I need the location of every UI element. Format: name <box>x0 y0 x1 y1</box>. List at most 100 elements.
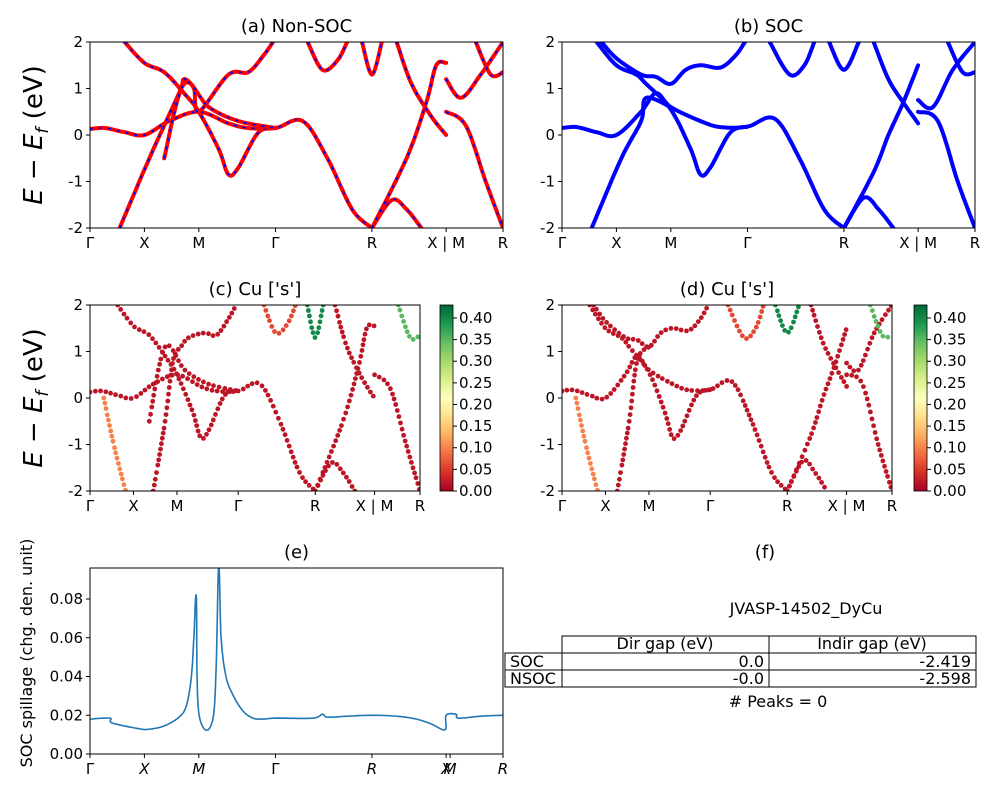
band-point <box>871 423 876 429</box>
band-point <box>404 329 410 335</box>
band-point <box>214 388 220 394</box>
band-point <box>254 380 260 386</box>
band-point <box>885 334 891 340</box>
series-line <box>841 63 921 228</box>
band-point <box>158 446 163 452</box>
band-point <box>339 329 345 335</box>
y-tick-label: 1 <box>545 343 555 361</box>
band-point <box>159 441 164 447</box>
band-point <box>401 319 406 324</box>
x-tick-label: Γ <box>271 760 280 778</box>
band-point <box>221 323 227 329</box>
y-tick-label: 0.04 <box>50 668 83 686</box>
band-point <box>602 325 608 331</box>
band-point <box>630 391 635 397</box>
band-point <box>223 392 228 397</box>
band-point <box>775 308 780 314</box>
band-point <box>584 392 590 397</box>
band-point <box>395 305 401 308</box>
band-point <box>104 412 110 418</box>
band-point <box>769 470 774 475</box>
band-point <box>652 338 657 344</box>
band-point <box>341 334 346 340</box>
band-point <box>757 314 763 320</box>
band-point <box>315 330 320 336</box>
band-point <box>307 313 312 319</box>
band-point <box>627 412 633 417</box>
plot-area <box>562 305 892 491</box>
band-point <box>593 482 599 488</box>
band-point <box>662 410 668 416</box>
band-point <box>182 338 188 344</box>
table-column-header: Indir gap (eV) <box>817 634 927 653</box>
band-point <box>650 377 655 383</box>
panel-f: (f) JVASP-14502_DyCu Dir gap (eV) Indir gap… <box>504 542 977 711</box>
band-point <box>794 467 799 473</box>
band-point <box>132 324 137 330</box>
band-point <box>312 488 318 491</box>
y-tick-label: 2 <box>545 296 555 314</box>
band-point <box>128 320 134 326</box>
band-point <box>573 395 579 401</box>
band-point <box>604 394 610 400</box>
y-tick-label: 0 <box>545 126 555 144</box>
band-point <box>200 330 206 336</box>
band-point <box>191 412 197 418</box>
band-point <box>376 374 382 380</box>
panel-a: (a) Non-SOC -2 -1 0 1 2 Γ X M Γ R X | M R E − Ef (eV) <box>19 16 508 252</box>
band-point <box>404 443 410 449</box>
x-tick-label: R <box>367 234 377 252</box>
band-point <box>616 330 622 336</box>
band-point <box>155 462 161 468</box>
band-point <box>588 461 593 466</box>
band-point <box>263 308 269 313</box>
band-point <box>796 460 802 466</box>
band-point <box>309 325 315 331</box>
band-point <box>152 386 158 392</box>
band-point <box>410 337 416 342</box>
band-point <box>148 411 154 417</box>
band-point <box>297 470 302 475</box>
band-point <box>217 401 223 406</box>
band-point <box>305 305 310 308</box>
band-point <box>864 396 870 402</box>
x-tick-label: R <box>415 497 425 515</box>
band-point <box>873 319 879 324</box>
band-point <box>695 319 701 324</box>
band-point <box>599 396 605 402</box>
band-point <box>874 436 880 442</box>
band-point <box>807 436 813 441</box>
band-point <box>300 475 305 480</box>
band-point <box>669 381 675 387</box>
band-point <box>644 366 650 372</box>
band-point <box>835 353 841 359</box>
colorbar <box>913 304 928 492</box>
band-point <box>868 409 873 415</box>
band-point <box>782 328 788 333</box>
band-point <box>778 483 784 488</box>
band-point <box>403 324 408 330</box>
band-point <box>614 488 620 491</box>
colorbar-tick-label: 0.10 <box>933 439 966 457</box>
series-line <box>90 109 374 228</box>
band-point <box>206 381 212 387</box>
band-point <box>334 462 340 467</box>
band-point <box>575 406 581 411</box>
band-point <box>610 331 616 336</box>
band-point <box>286 443 292 449</box>
y-tick-label: -1 <box>68 436 83 454</box>
band-point <box>692 323 698 329</box>
band-point <box>213 412 218 417</box>
band-point <box>694 393 699 399</box>
band-point <box>634 361 639 366</box>
band-point <box>312 335 318 340</box>
band-point <box>786 483 792 489</box>
series-line <box>767 42 817 78</box>
band-point <box>193 418 198 423</box>
band-point <box>619 462 625 468</box>
band-point <box>623 441 628 447</box>
band-point <box>788 325 794 331</box>
band-point <box>335 433 341 438</box>
